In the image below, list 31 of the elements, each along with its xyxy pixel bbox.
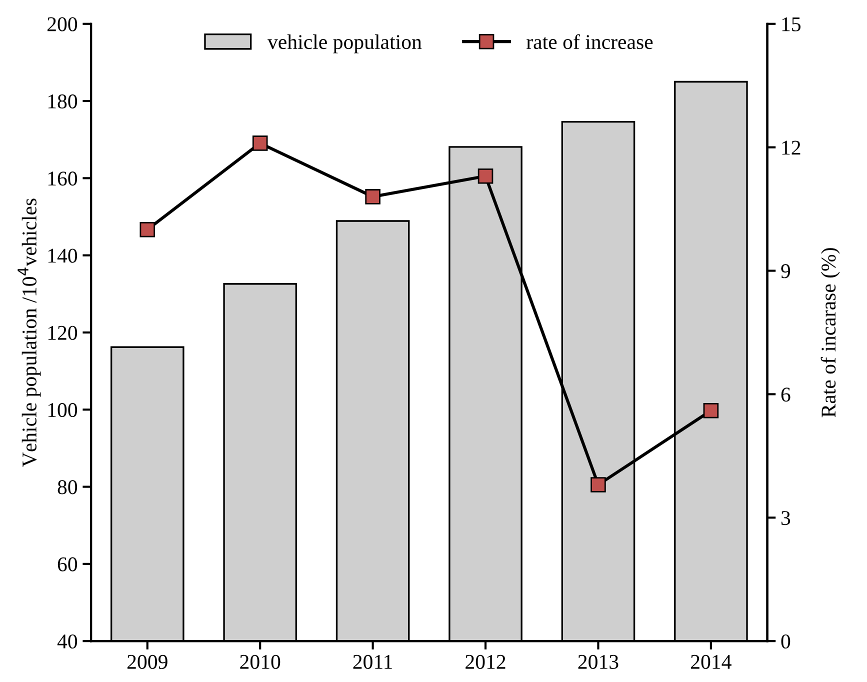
legend-label: vehicle population: [267, 34, 422, 54]
point: [140, 222, 156, 238]
y-tick-label: 80: [58, 480, 78, 494]
point: [365, 189, 380, 204]
y-tick-label: 120: [48, 326, 78, 340]
y-tick-label: 100: [48, 403, 78, 418]
point: [252, 136, 268, 151]
x-tick-label: 2012: [466, 654, 506, 669]
y2-tick-label: 3: [781, 511, 790, 526]
y2-tick-label: 12: [782, 140, 800, 155]
y-tick-label: 140: [48, 248, 78, 263]
point: [703, 403, 719, 418]
y-tick-label: 60: [58, 557, 78, 572]
y2-tick-label: 15: [782, 17, 801, 32]
legend-label: rate of increase: [526, 34, 653, 50]
y-tick-label: 160: [48, 172, 78, 186]
x-tick-label: 2009: [127, 654, 168, 669]
x-tick-label: 2011: [353, 654, 392, 669]
y-tick-label: 180: [48, 94, 78, 108]
x-tick-label: 2014: [691, 654, 732, 669]
y2-tick-label: 0: [781, 634, 790, 649]
y-tick-label: 40: [57, 634, 78, 649]
y-tick-label: 200: [48, 17, 78, 32]
x-tick-label: 2013: [578, 654, 618, 669]
point: [478, 168, 494, 184]
y2-tick-label: 6: [781, 388, 790, 402]
y2-tick-label: 9: [781, 264, 790, 278]
y-axis-title: Vehicle population /10$^{4}$vehicles: [18, 198, 41, 467]
point: [590, 477, 606, 492]
x-tick-label: 2010: [240, 654, 280, 669]
y2-axis-title: Rate of incarase (%): [820, 248, 840, 418]
